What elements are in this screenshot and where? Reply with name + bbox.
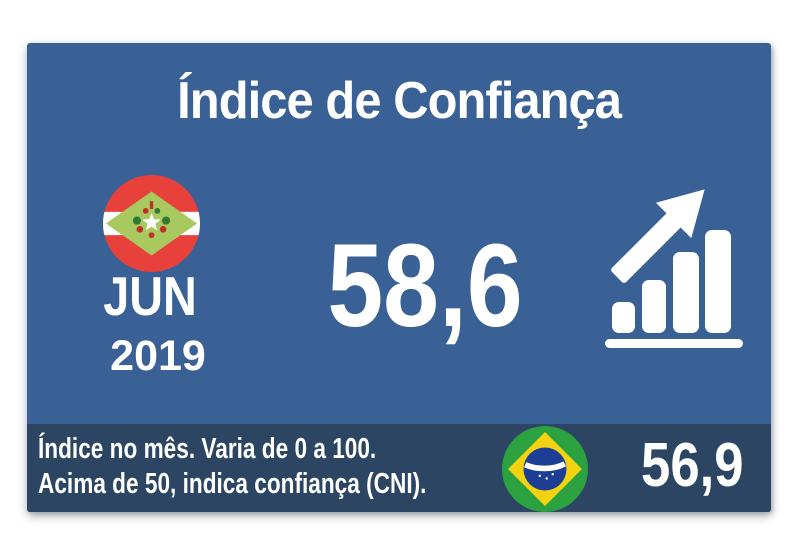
period-month-text: JUN (103, 265, 197, 327)
footer-note: Índice no mês. Varia de 0 a 100. Acima d… (38, 432, 536, 502)
brazil-index-value: 56,9 (632, 435, 753, 497)
footer-note-line1: Índice no mês. Varia de 0 a 100. (38, 433, 377, 465)
index-value-text: 58,6 (327, 220, 523, 352)
period-month: JUN (95, 269, 205, 324)
page-title-text: Índice de Confiança (177, 72, 622, 130)
trend-up-bar-chart-icon (605, 189, 743, 348)
brazil-flag-icon (502, 426, 588, 512)
period-year-text: 2019 (110, 332, 206, 380)
index-value: 58,6 (310, 227, 540, 345)
period-year: 2019 (110, 335, 206, 378)
footer-bar: Índice no mês. Varia de 0 a 100. Acima d… (27, 424, 771, 512)
footer-note-line2: Acima de 50, indica confiança (CNI). (38, 468, 427, 500)
page-title: Índice de Confiança (27, 75, 771, 127)
brazil-index-value-text: 56,9 (641, 431, 744, 500)
santa-catarina-flag-icon (103, 175, 200, 272)
confidence-index-card: Índice de Confiança JUN 201 (27, 43, 771, 512)
